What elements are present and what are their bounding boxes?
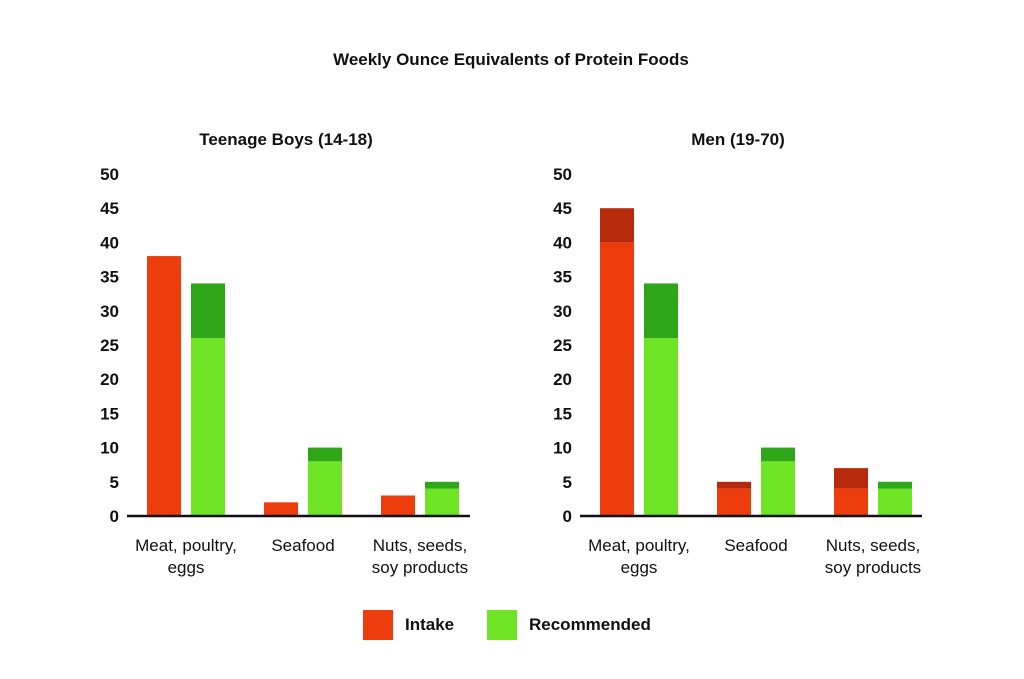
- bar-intake-range: [717, 481, 751, 489]
- bar-intake: [834, 488, 868, 516]
- y-tick-label: 0: [110, 507, 119, 526]
- y-tick-label: 45: [553, 199, 572, 218]
- bar-recommended-range: [878, 481, 912, 489]
- bar-recommended: [308, 461, 342, 516]
- bar-recommended: [878, 488, 912, 516]
- y-tick-label: 10: [553, 439, 572, 458]
- bar-recommended-range: [425, 481, 459, 489]
- legend-swatch-intake: [363, 610, 393, 640]
- y-tick-label: 45: [100, 199, 119, 218]
- x-tick-label: Nuts, seeds, soy products: [372, 536, 468, 577]
- bar-recommended: [644, 338, 678, 516]
- y-tick-label: 25: [553, 336, 572, 355]
- bar-intake: [717, 488, 751, 516]
- y-tick-label: 15: [553, 404, 572, 423]
- bar-recommended: [761, 461, 795, 516]
- x-tick-label: Meat, poultry, eggs: [135, 536, 237, 577]
- y-tick-label: 5: [110, 473, 119, 492]
- legend-label-intake: Intake: [405, 615, 454, 634]
- figure-title: Weekly Ounce Equivalents of Protein Food…: [333, 50, 689, 69]
- y-tick-label: 50: [100, 165, 119, 184]
- y-tick-label: 40: [553, 233, 572, 252]
- x-tick-label: Seafood: [271, 536, 334, 555]
- panel-title: Men (19-70): [691, 130, 785, 149]
- bar-intake-range: [834, 468, 868, 489]
- y-tick-label: 35: [553, 268, 572, 287]
- y-tick-label: 30: [553, 302, 572, 321]
- panel-title: Teenage Boys (14-18): [199, 130, 373, 149]
- chart-panel-men: Men (19-70) 0 5 10 15 20 25 30 35 40 45 50 Meat, po…: [553, 130, 922, 577]
- y-tick-label: 50: [553, 165, 572, 184]
- y-tick-label: 5: [563, 473, 572, 492]
- y-tick-label: 20: [100, 370, 119, 389]
- y-tick-label: 15: [100, 404, 119, 423]
- bar-recommended-range: [191, 283, 225, 339]
- legend: Intake Recommended: [363, 610, 651, 640]
- x-tick-label: Nuts, seeds, soy products: [825, 536, 921, 577]
- bar-recommended: [425, 488, 459, 516]
- y-tick-label: 40: [100, 233, 119, 252]
- y-tick-label: 30: [100, 302, 119, 321]
- bar-recommended: [191, 338, 225, 516]
- x-tick-label: Seafood: [724, 536, 787, 555]
- bar-intake-range: [600, 208, 634, 243]
- bar-intake: [381, 495, 415, 516]
- legend-swatch-recommended: [487, 610, 517, 640]
- bar-intake: [600, 242, 634, 516]
- bar-recommended-range: [644, 283, 678, 339]
- y-tick-label: 0: [563, 507, 572, 526]
- legend-label-recommended: Recommended: [529, 615, 651, 634]
- bar-intake: [264, 502, 298, 516]
- y-tick-label: 25: [100, 336, 119, 355]
- bar-recommended-range: [761, 447, 795, 462]
- chart-panel-teenage-boys: Teenage Boys (14-18) 0 5 10 15 20 25 30 35 40 45 5…: [100, 130, 470, 577]
- x-tick-label: Meat, poultry, eggs: [588, 536, 690, 577]
- bar-recommended-range: [308, 447, 342, 462]
- y-tick-label: 35: [100, 268, 119, 287]
- y-tick-label: 20: [553, 370, 572, 389]
- y-tick-label: 10: [100, 439, 119, 458]
- bar-intake: [147, 256, 181, 516]
